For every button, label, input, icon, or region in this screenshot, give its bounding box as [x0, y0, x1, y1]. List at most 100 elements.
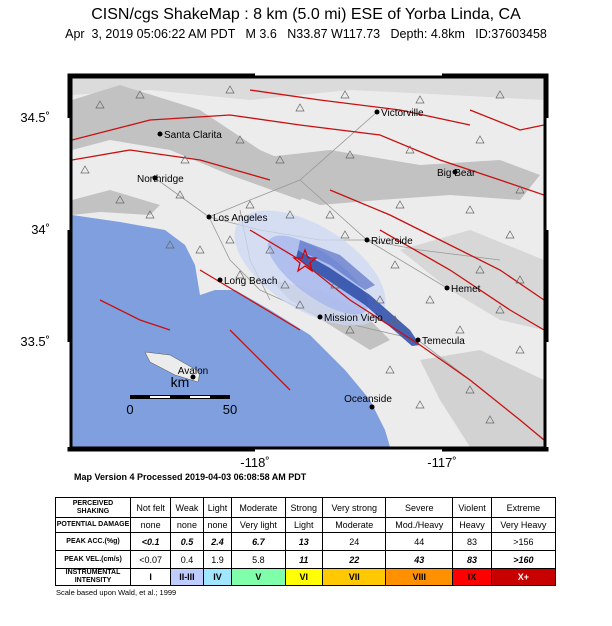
legend-cell: none: [129, 517, 172, 533]
legend-row-header: PEAK VEL.(cm/s): [55, 550, 131, 569]
cities: Victorville Santa Clarita Northridge Big Be…: [137, 108, 481, 410]
station: [375, 295, 385, 304]
legend-cell: IX: [452, 568, 492, 586]
catalina-island: [144, 351, 201, 383]
city-label: Avalon: [178, 366, 208, 377]
legend-row: POTENTIAL DAMAGE none none none Very light Li…: [55, 517, 557, 533]
legend-cell: <0.07: [129, 550, 172, 569]
station: [495, 305, 505, 314]
city-label: Temecula: [422, 336, 465, 347]
legend-cell: II-III: [170, 568, 204, 586]
version: Map Version 4 Processed 2019-04-03 06:08…: [74, 472, 307, 482]
station: [225, 235, 235, 244]
station: [390, 315, 400, 324]
lat-label: 33.5˚: [20, 334, 50, 349]
station: [115, 195, 125, 204]
legend-cell: 13: [284, 532, 324, 551]
city-label: Oceanside: [344, 394, 392, 405]
legend-cell: Heavy: [452, 517, 492, 533]
legend-cell: Moderate: [231, 497, 286, 518]
city-dot: [157, 131, 163, 137]
lon-label: -118˚: [240, 455, 269, 470]
city-dot: [152, 175, 158, 181]
city-label: Big Bear: [437, 168, 476, 179]
city-dot: [217, 277, 223, 283]
station: [495, 90, 505, 99]
station: [175, 190, 185, 199]
city-dot: [374, 109, 380, 115]
station: [135, 90, 145, 99]
legend-cell: VII: [322, 568, 387, 586]
station: [475, 265, 485, 274]
station: [145, 210, 155, 219]
city-label: Northridge: [137, 174, 184, 185]
station: [295, 103, 305, 112]
city-dot: [190, 374, 196, 380]
legend-cell: Light: [202, 497, 233, 518]
faults: [72, 89, 544, 441]
legend-cell: 5.8: [231, 550, 286, 569]
legend-row-header: PERCEIVED SHAKING: [55, 497, 131, 518]
station: [415, 95, 425, 104]
station: [165, 240, 175, 249]
legend-cell: 83: [452, 532, 492, 551]
station: [245, 200, 255, 209]
terrain: [72, 78, 544, 447]
city-label: Riverside: [371, 236, 413, 247]
legend-cell: none: [202, 517, 233, 533]
station: [415, 400, 425, 409]
city-dot: [415, 337, 421, 343]
legend-cell: Weak: [170, 497, 204, 518]
city-dot: [364, 237, 370, 243]
legend-cell: 83: [452, 550, 492, 569]
legend-cell: 22: [322, 550, 387, 569]
lat-label: 34.5˚: [20, 110, 50, 125]
legend-row-header: POTENTIAL DAMAGE: [55, 517, 131, 533]
legend-cell: Extreme: [490, 497, 557, 518]
station: [515, 345, 525, 354]
stations: [80, 85, 525, 424]
city-label: Mission Viejo: [324, 313, 383, 324]
station: [475, 135, 485, 144]
legend-cell: Violent: [452, 497, 492, 518]
city-dot: [444, 285, 450, 291]
station: [195, 245, 205, 254]
scale-bar: km 0 50: [126, 374, 237, 417]
station: [280, 280, 290, 289]
legend-cell: Very strong: [322, 497, 387, 518]
scale-label: 50: [223, 402, 237, 417]
city-label: Long Beach: [224, 276, 277, 287]
city-dot: [317, 314, 323, 320]
legend-cell: VI: [284, 568, 324, 586]
legend-table: PERCEIVED SHAKING Not felt Weak Light Modera…: [55, 497, 557, 586]
station: [340, 230, 350, 239]
station: [285, 210, 295, 219]
station: [505, 230, 515, 239]
scale-label: 0: [126, 402, 133, 417]
frame: [67, 73, 549, 452]
legend-row-header: INSTRUMENTAL INTENSITY: [55, 568, 131, 586]
station: [395, 200, 405, 209]
legend-cell: 6.7: [231, 532, 286, 551]
city-dot: [206, 214, 212, 220]
frame-ticks: [66, 72, 550, 453]
legend-cell: 11: [284, 550, 324, 569]
legend-cell: none: [170, 517, 204, 533]
legend-cell: 24: [322, 532, 387, 551]
legend-cell: Light: [284, 517, 324, 533]
station: [345, 150, 355, 159]
lat-label: 34˚: [31, 222, 50, 237]
legend-cell: VIII: [385, 568, 454, 586]
station: [345, 325, 355, 334]
city-dot: [452, 169, 458, 175]
legend-row: INSTRUMENTAL INTENSITY I II-III IV V VI VII VII…: [55, 568, 557, 586]
legend-cell: V: [231, 568, 286, 586]
station: [385, 365, 395, 374]
legend-cell: IV: [202, 568, 233, 586]
legend-cell: Very light: [231, 517, 286, 533]
station: [325, 210, 335, 219]
city-label: Santa Clarita: [164, 130, 222, 141]
station: [80, 165, 90, 174]
station: [390, 260, 400, 269]
